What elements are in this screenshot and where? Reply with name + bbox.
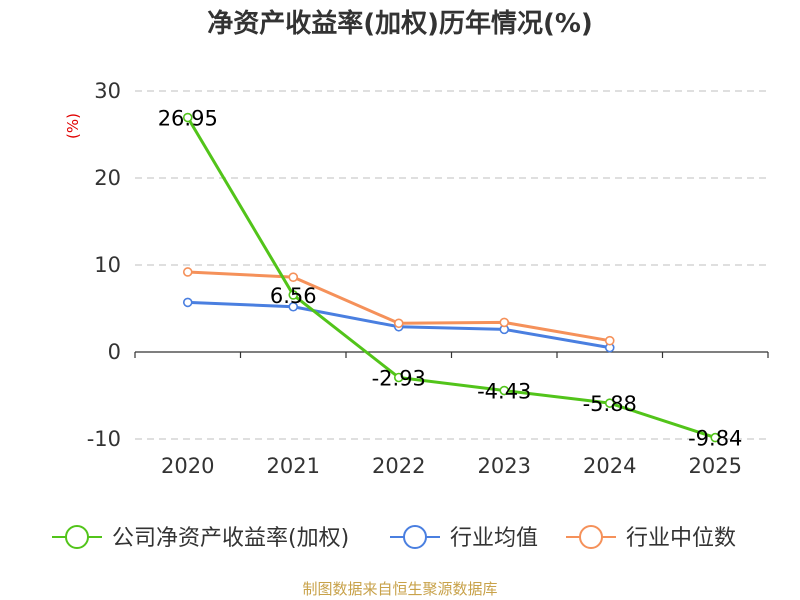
series-line-0 <box>186 116 716 440</box>
legend-item[interactable]: 公司净资产收益率(加权) <box>52 525 349 551</box>
series-point-1 <box>182 297 193 308</box>
series-point-1 <box>288 301 299 312</box>
series-point-2 <box>499 317 510 328</box>
series-point-0 <box>393 372 404 383</box>
x-tick-label: 2024 <box>583 454 636 478</box>
legend-label: 行业均值 <box>450 526 538 551</box>
legend-label: 行业中位数 <box>626 526 736 551</box>
legend-item[interactable]: 行业中位数 <box>566 525 736 551</box>
data-label: 26.95 <box>158 107 218 131</box>
series-lines <box>182 112 721 443</box>
x-tick-label: 2020 <box>161 454 214 478</box>
series-point-0 <box>710 432 721 443</box>
y-tick-label: 0 <box>108 340 121 364</box>
series-point-2 <box>604 335 615 346</box>
data-label: -9.84 <box>688 427 742 451</box>
data-labels: 26.95 6.56 -2.93 -4.43 -5.88 -9.84 <box>158 107 743 451</box>
chart-title: 净资产收益率(加权)历年情况(%) <box>207 8 593 39</box>
y-tick-label: 20 <box>94 166 121 190</box>
data-label: 6.56 <box>270 284 317 308</box>
x-tick-label: 2023 <box>478 454 531 478</box>
y-axis-unit-label: (%) <box>64 113 82 139</box>
series-point-0 <box>288 290 299 300</box>
y-axis-ticks: 30 20 10 0 -10 <box>87 79 121 451</box>
x-tick-label: 2021 <box>267 454 320 478</box>
series-point-2 <box>288 272 299 282</box>
source-note: 制图数据来自恒生聚源数据库 <box>302 580 497 598</box>
y-tick-label: 30 <box>94 79 121 103</box>
legend-marker <box>403 525 427 549</box>
y-tick-label: -10 <box>87 427 121 451</box>
series-point-0 <box>499 385 510 396</box>
data-label: -4.43 <box>477 380 531 404</box>
x-axis <box>134 351 769 358</box>
x-tick-label: 2025 <box>689 454 742 478</box>
x-axis-ticks: 2020 2021 2022 2023 2024 2025 <box>161 454 742 478</box>
data-label: -5.88 <box>583 392 637 416</box>
series-point-0 <box>604 398 615 408</box>
legend-marker <box>65 525 89 549</box>
legend-item[interactable]: 行业均值 <box>390 525 538 551</box>
series-point-0 <box>182 112 193 123</box>
legend-label: 公司净资产收益率(加权) <box>112 526 349 551</box>
series-point-2 <box>393 318 404 329</box>
legend[interactable]: 公司净资产收益率(加权) 行业均值 行业中位数 <box>52 525 736 551</box>
series-point-2 <box>182 267 193 277</box>
data-label: -2.93 <box>372 366 426 390</box>
y-tick-label: 10 <box>94 253 121 277</box>
x-tick-label: 2022 <box>372 454 425 478</box>
grid-lines <box>135 90 768 440</box>
legend-marker <box>579 525 603 549</box>
